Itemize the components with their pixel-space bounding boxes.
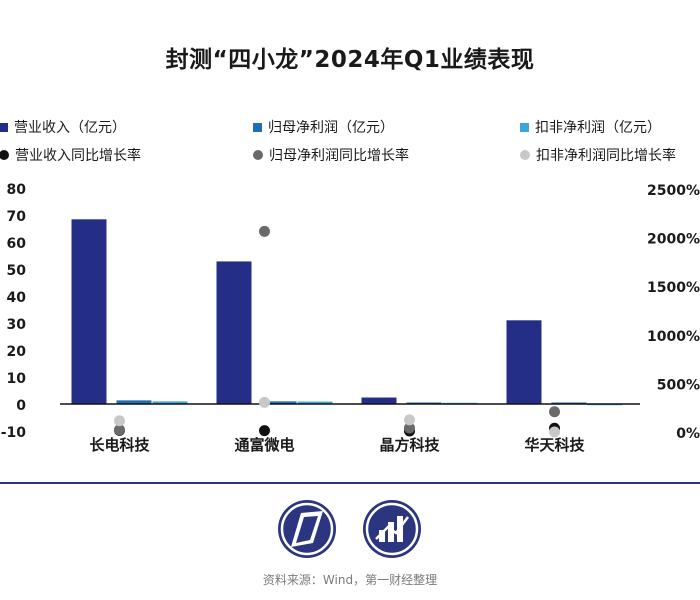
legend-item-deducted-profit-growth: 扣非净利润同比增长率	[520, 147, 676, 165]
y-right-tick-label: 2000%	[647, 232, 700, 248]
y-right-tick-label: 0%	[676, 426, 700, 442]
dot-deducted-profit-growth	[259, 396, 270, 408]
y-left-tick-label: 30	[7, 317, 27, 333]
dot-deducted-profit-growth	[549, 426, 560, 438]
combo-chart: -10 0 10 20 30 40 50 60 70 80 0% 500% 1000% 1500% 2000…	[1, 182, 700, 454]
category-label: 长电科技	[89, 436, 150, 454]
y-left-tick-label: 70	[7, 209, 27, 225]
bar-net-profit	[406, 402, 442, 404]
dot-net-profit-growth	[404, 422, 415, 434]
legend-swatch-revenue-growth	[0, 150, 9, 160]
legend-label: 扣非净利润（亿元）	[535, 120, 661, 136]
y-right-tick-label: 500%	[657, 377, 700, 393]
y-left-tick-label: 80	[7, 182, 27, 198]
divider	[0, 482, 700, 484]
legend-label: 归母净利润（亿元）	[268, 120, 394, 136]
y-right-tick-label: 1000%	[647, 329, 700, 345]
y-left-tick-label: 10	[7, 371, 27, 387]
y-left-tick-label: -10	[1, 425, 27, 441]
legend-swatch-net-profit-growth	[253, 150, 263, 160]
bar-net-profit	[551, 402, 587, 404]
legend-item-revenue-growth: 营业收入同比增长率	[0, 147, 141, 165]
legend-swatch-deducted-profit	[520, 122, 529, 132]
legend-label: 归母净利润同比增长率	[269, 148, 409, 164]
category-label: 华天科技	[524, 436, 585, 454]
bar-revenue	[71, 219, 107, 404]
dot-revenue-growth	[259, 425, 270, 437]
y-right-tick-label: 1500%	[647, 280, 700, 296]
legend-swatch-revenue	[0, 122, 8, 132]
legend-label: 营业收入（亿元）	[14, 120, 126, 136]
legend-swatch-deducted-profit-growth	[520, 150, 530, 160]
dot-deducted-profit-growth	[114, 415, 125, 427]
legend-item-deducted-profit: 扣非净利润（亿元）	[520, 119, 661, 137]
category-label: 通富微电	[234, 436, 294, 454]
chart-title: 封测“四小龙”2024年Q1业绩表现	[165, 47, 535, 73]
legend-item-net-profit: 归母净利润（亿元）	[253, 119, 394, 137]
y-left-tick-label: 40	[7, 290, 27, 306]
legend-label: 扣非净利润同比增长率	[536, 148, 676, 164]
dot-net-profit-growth	[549, 406, 560, 418]
legend-label: 营业收入同比增长率	[15, 148, 141, 164]
bar-net-profit	[261, 401, 297, 404]
bar-revenue	[506, 320, 542, 404]
dot-deducted-profit-growth	[404, 414, 415, 426]
source-note: 资料来源：Wind，第一财经整理	[262, 573, 438, 587]
bar-revenue	[361, 397, 397, 404]
legend-item-net-profit-growth: 归母净利润同比增长率	[253, 147, 409, 165]
bar-net-profit	[116, 400, 152, 404]
dot-net-profit-growth	[259, 225, 270, 237]
y-left-tick-label: 60	[7, 236, 27, 252]
legend-item-revenue: 营业收入（亿元）	[0, 119, 126, 137]
bar-deducted-profit	[152, 401, 188, 404]
right-logo-icon	[363, 500, 421, 558]
bar-deducted-profit	[297, 401, 333, 404]
left-logo-icon	[278, 500, 336, 558]
dot-net-profit-growth	[114, 424, 125, 436]
legend-swatch-net-profit	[253, 122, 262, 132]
y-left-tick-label: 50	[7, 263, 27, 279]
y-left-tick-label: 20	[7, 344, 27, 360]
category-label: 晶方科技	[379, 436, 440, 454]
y-left-tick-label: 0	[16, 398, 26, 414]
bar-revenue	[216, 261, 252, 404]
y-right-tick-label: 2500%	[647, 183, 700, 199]
